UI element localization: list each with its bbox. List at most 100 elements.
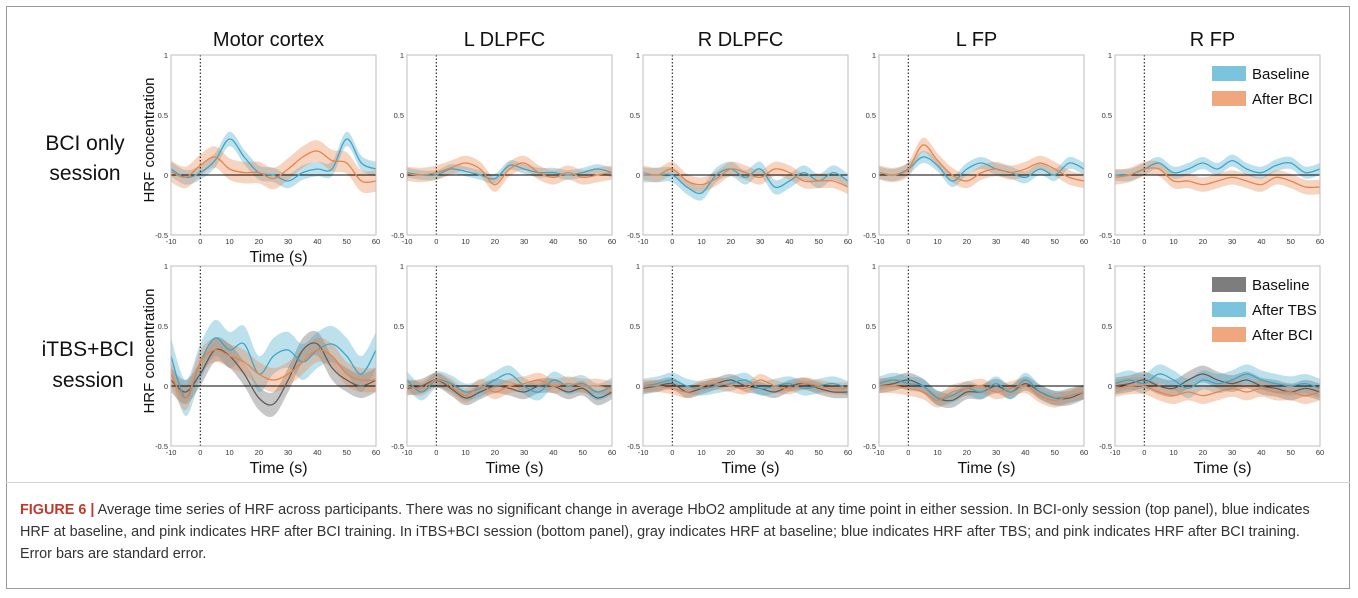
panel-top-2-ytick-label: 1 (400, 51, 404, 60)
panel-top-3-xtick-label: 10 (697, 237, 705, 246)
panel-bottom-3-xtick-label: 20 (727, 448, 735, 457)
panel-bottom-5-xtick-label: 0 (1142, 448, 1146, 457)
row-label-bottom-line1: iTBS+BCI (42, 338, 135, 361)
panel-top-1-xtick-label: 30 (284, 237, 292, 246)
legend-bottom-swatch-2 (1212, 302, 1246, 317)
panel-top-4-xtick-label: 60 (1080, 237, 1088, 246)
panel-bottom-1-series-line-2 (170, 337, 377, 399)
panel-top-1-xlabel: Time (s) (249, 249, 307, 266)
panel-bottom-3-xtick-label: 30 (756, 448, 764, 457)
panel-bottom-1-xtick-label: 50 (343, 448, 351, 457)
panel-bottom-3-xtick-label: 40 (785, 448, 793, 457)
panel-bottom-4-xtick-label: 20 (963, 448, 971, 457)
panel-bottom-2-xtick-label: 60 (608, 448, 616, 457)
panel-top-5-xtick-label: 0 (1142, 237, 1146, 246)
panel-top-1-band-1 (171, 131, 376, 189)
panel-top-5-axes-box (1114, 54, 1321, 236)
panel-top-2-xtick-label: 20 (491, 237, 499, 246)
panel-top-3-axes-box (642, 54, 849, 236)
panel-top-4-xtick-label: -10 (874, 237, 885, 246)
panel-bottom-5-xtick-label: 10 (1169, 448, 1177, 457)
caption-divider (6, 482, 1350, 483)
panel-top-2-series-line-2 (406, 162, 613, 186)
panel-bottom-1-xtick-label: 10 (225, 448, 233, 457)
panel-bottom-4-ytick-label: -0.5 (863, 442, 876, 451)
panel-bottom-3-ytick-label: 0.5 (630, 322, 640, 331)
panel-top-1-axes-box (170, 54, 377, 236)
panel-title-3: R DLPFC (698, 29, 784, 51)
panel-bottom-3-ytick-label: -0.5 (627, 442, 640, 451)
panel-bottom-2-xtick-label: 10 (461, 448, 469, 457)
panel-bottom-4-band-1 (879, 372, 1084, 408)
panel-top-3-xtick-label: 40 (785, 237, 793, 246)
panel-bottom-3-ytick-label: 1 (636, 262, 640, 271)
panel-top-3-xtick-label: 50 (815, 237, 823, 246)
panel-bottom-1-ylabel: HRF concentration (141, 288, 158, 413)
panel-bottom-2-xtick-label: 0 (434, 448, 438, 457)
panel-bottom-5-ytick-label: -0.5 (1099, 442, 1112, 451)
legend-top-swatch-1 (1212, 66, 1246, 81)
panel-bottom-1-xtick-label: 60 (372, 448, 380, 457)
panel-top-4-series-line-2 (878, 144, 1085, 182)
panel-bottom-1-xtick-label: 20 (255, 448, 263, 457)
panel-top-4-ytick-label: 1 (872, 51, 876, 60)
panel-top-2-series-line-1 (406, 164, 613, 180)
legend-top-label-2: After BCI (1252, 91, 1313, 108)
panel-top-1-ytick-label: -0.5 (155, 231, 168, 240)
panel-top-2-ytick-label: 0 (400, 171, 404, 180)
panel-bottom-5-xtick-label: 30 (1228, 448, 1236, 457)
row-label-bottom-line2: session (52, 369, 123, 392)
panel-top-3-xtick-label: 0 (670, 237, 674, 246)
panel-bottom-3-series-line-2 (642, 379, 849, 390)
panel-top-5-xtick-label: 20 (1199, 237, 1207, 246)
panel-top-2-axes-box (406, 54, 613, 236)
panel-bottom-4-series-line-2 (878, 379, 1085, 400)
legend-bottom-swatch-3 (1212, 327, 1246, 342)
panel-title-2: L DLPFC (464, 29, 546, 51)
panel-bottom-5-band-3 (1115, 377, 1320, 404)
panel-bottom-2-series-line-3 (406, 379, 613, 397)
panel-top-5-series-line-2 (1114, 167, 1321, 189)
panel-top-4-xtick-label: 20 (963, 237, 971, 246)
panel-bottom-2-ytick-label: -0.5 (391, 442, 404, 451)
panel-top-3-ytick-label: -0.5 (627, 231, 640, 240)
panel-top-4-xtick-label: 30 (992, 237, 1000, 246)
panel-top-2-ytick-label: 0.5 (394, 111, 404, 120)
panel-bottom-3-xtick-label: 50 (815, 448, 823, 457)
legend-top-label-1: Baseline (1252, 66, 1310, 83)
panel-bottom-4-axes-box (878, 265, 1085, 447)
panel-top-1-xtick-label: -10 (166, 237, 177, 246)
panel-top-5-xtick-label: 10 (1169, 237, 1177, 246)
panel-bottom-5-xtick-label: 20 (1199, 448, 1207, 457)
legend-bottom-label-1: Baseline (1252, 277, 1310, 294)
panel-top-2-ytick-label: -0.5 (391, 231, 404, 240)
panel-top-5-series-line-1 (1114, 159, 1321, 177)
panel-top-4-ytick-label: 0 (872, 171, 876, 180)
panel-bottom-1-series-line-1 (170, 342, 377, 406)
panel-top-3-ytick-label: 1 (636, 51, 640, 60)
panel-bottom-5-xtick-label: 50 (1287, 448, 1295, 457)
panel-bottom-2-xtick-label: 50 (579, 448, 587, 457)
panel-bottom-2-xtick-label: 20 (491, 448, 499, 457)
panel-top-5-ytick-label: 0 (1108, 171, 1112, 180)
panel-bottom-5-xtick-label: 40 (1257, 448, 1265, 457)
panel-bottom-3-series-line-3 (642, 379, 849, 393)
panel-bottom-3-xtick-label: 10 (697, 448, 705, 457)
panel-top-1-ytick-label: 1 (164, 51, 168, 60)
panel-bottom-5-ytick-label: 0.5 (1102, 322, 1112, 331)
panel-bottom-5-ytick-label: 1 (1108, 262, 1112, 271)
panel-bottom-4-xtick-label: 0 (906, 448, 910, 457)
panel-top-2-xtick-label: -10 (402, 237, 413, 246)
panel-bottom-4-xtick-label: -10 (874, 448, 885, 457)
panel-top-5-xtick-label: 30 (1228, 237, 1236, 246)
row-label-top-line1: BCI only (45, 132, 125, 155)
panel-bottom-2-ytick-label: 0.5 (394, 322, 404, 331)
panel-bottom-4-ytick-label: 0.5 (866, 322, 876, 331)
panel-top-1-xtick-label: 20 (255, 237, 263, 246)
panel-top-5-xtick-label: 60 (1316, 237, 1324, 246)
panel-top-5-band-2 (1115, 160, 1320, 195)
panel-bottom-1-xtick-label: 40 (313, 448, 321, 457)
panel-top-2-band-1 (407, 160, 612, 184)
row-label-top-line2: session (49, 162, 120, 185)
panel-bottom-4-xtick-label: 60 (1080, 448, 1088, 457)
